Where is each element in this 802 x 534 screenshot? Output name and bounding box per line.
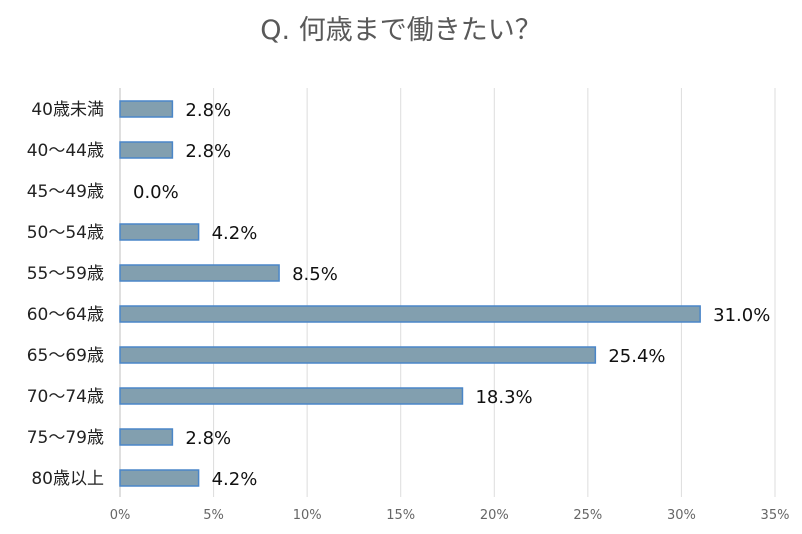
bar (119, 141, 174, 159)
x-tick-label: 10% (293, 508, 322, 523)
category-label: 65～69歳 (27, 346, 104, 366)
bar (119, 100, 174, 118)
data-label: 8.5% (292, 264, 338, 285)
data-label: 4.2% (212, 223, 258, 244)
x-tick-labels: 0% 5% 10% 15% 20% 25% 30% 35% (110, 508, 790, 523)
x-tick-label: 5% (203, 508, 224, 523)
chart-title: Q. 何歳まで働きたい？ (260, 15, 542, 46)
x-tick-label: 30% (667, 508, 696, 523)
category-label: 80歳以上 (31, 469, 104, 489)
data-label: 0.0% (133, 182, 179, 203)
bar (119, 305, 701, 323)
x-tick-label: 25% (573, 508, 602, 523)
data-label: 31.0% (713, 305, 770, 326)
x-tick-label: 35% (761, 508, 790, 523)
value-labels: 2.8% 2.8% 0.0% 4.2% 8.5% 31.0% 25.4% 18.3% 2.8% 4… (133, 100, 770, 490)
bar (119, 469, 200, 487)
data-label: 25.4% (608, 346, 665, 367)
data-label: 18.3% (475, 387, 532, 408)
category-label: 55～59歳 (27, 264, 104, 284)
category-label: 70～74歳 (27, 387, 104, 407)
category-label: 50～54歳 (27, 223, 104, 243)
bars (119, 100, 701, 487)
category-label: 40歳未満 (31, 100, 104, 120)
category-label: 45～49歳 (27, 182, 104, 202)
data-label: 4.2% (212, 469, 258, 490)
x-tick-label: 0% (110, 508, 131, 523)
data-label: 2.8% (185, 428, 231, 449)
bar (119, 223, 200, 241)
x-tick-label: 20% (480, 508, 509, 523)
category-label: 60～64歳 (27, 305, 104, 325)
bar (119, 264, 280, 282)
data-label: 2.8% (185, 141, 231, 162)
category-labels: 40歳未満 40～44歳 45～49歳 50～54歳 55～59歳 60～64歳 65～69… (27, 100, 104, 489)
category-label: 75～79歳 (27, 428, 104, 448)
bar (119, 387, 464, 405)
x-tick-label: 15% (386, 508, 415, 523)
bar (119, 428, 174, 446)
data-label: 2.8% (185, 100, 231, 121)
category-label: 40～44歳 (27, 141, 104, 161)
bar (119, 346, 597, 364)
